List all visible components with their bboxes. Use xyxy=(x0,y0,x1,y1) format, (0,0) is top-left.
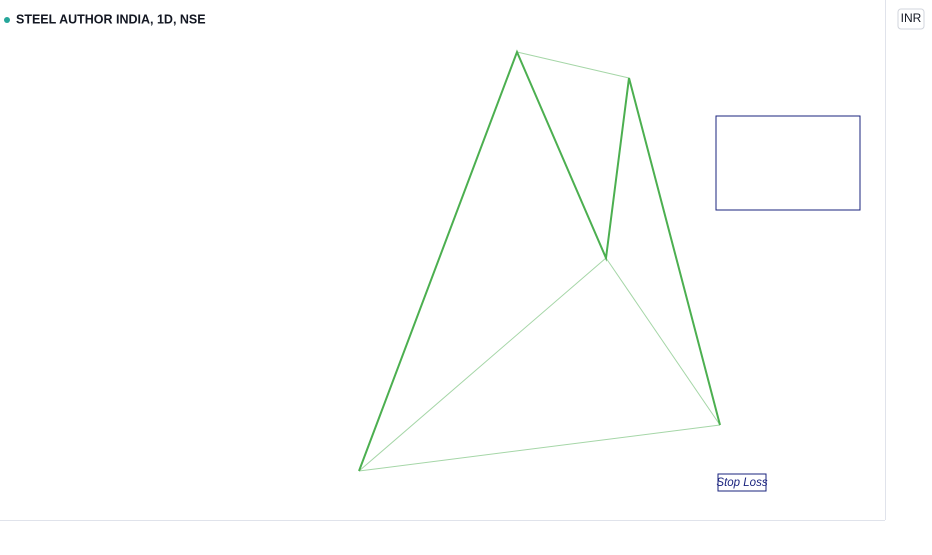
price-axis xyxy=(885,0,932,520)
currency-frame xyxy=(897,8,925,30)
stop-loss-frame xyxy=(717,473,767,492)
note-box xyxy=(715,115,861,211)
stop-loss-box: Stop Loss xyxy=(716,473,768,492)
symbol-title: STEEL AUTHOR INDIA, 1D, NSE xyxy=(16,12,206,26)
currency: INR xyxy=(901,11,922,25)
pattern-line xyxy=(605,257,721,426)
pattern-leg xyxy=(358,49,721,472)
pattern-line xyxy=(358,257,607,472)
note-frame xyxy=(715,115,861,211)
pattern-line xyxy=(516,51,630,79)
pattern-line xyxy=(358,424,721,472)
currency-box: INR xyxy=(897,8,925,30)
harmonic-pattern xyxy=(358,49,721,472)
status-dot xyxy=(4,17,10,23)
stop-loss-text: Stop Loss xyxy=(716,477,767,489)
